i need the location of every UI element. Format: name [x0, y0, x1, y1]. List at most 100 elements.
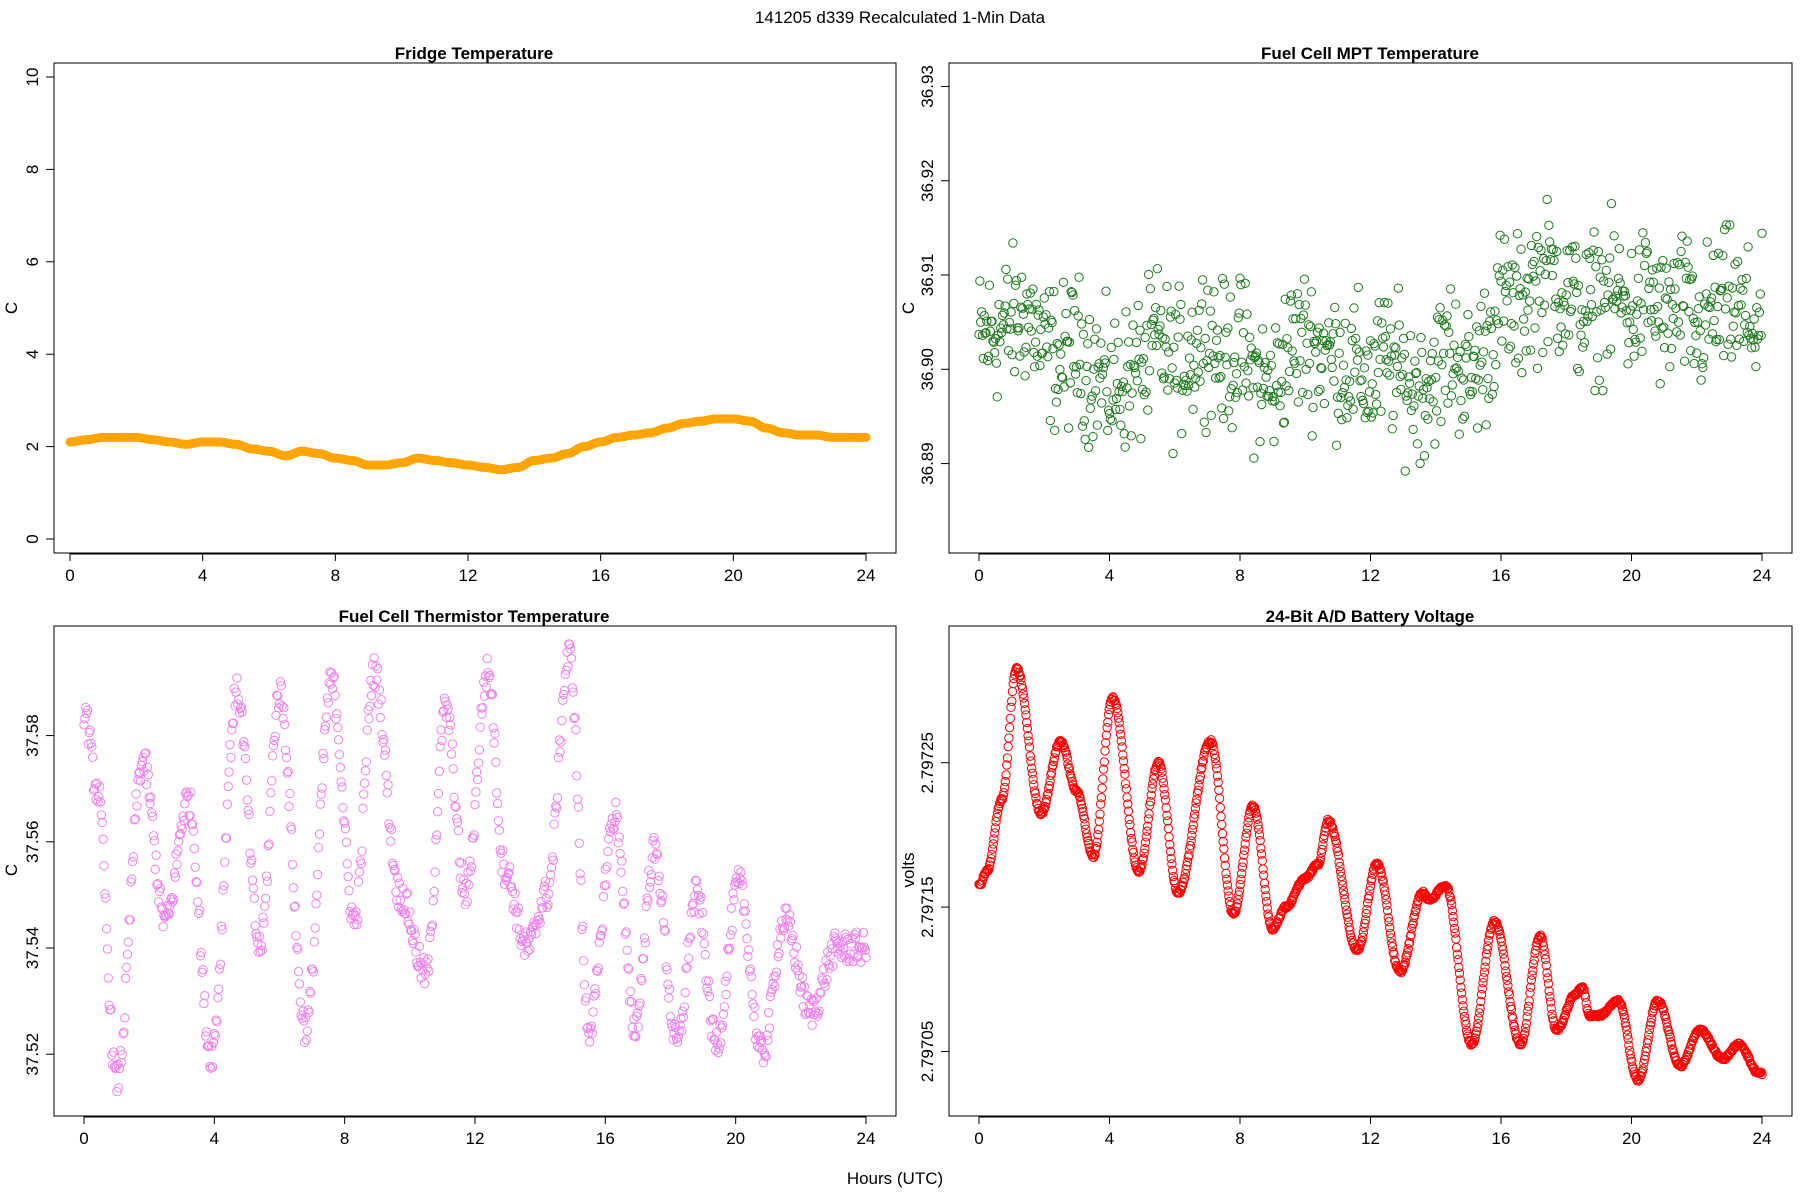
data-point [757, 1035, 767, 1046]
data-point [783, 915, 793, 925]
data-point [317, 783, 327, 793]
data-point [1318, 840, 1328, 850]
data-point [617, 856, 627, 866]
data-point [1116, 420, 1126, 430]
data-point [1593, 246, 1604, 257]
data-point [1144, 366, 1155, 376]
data-point [284, 801, 294, 812]
data-point [1014, 670, 1025, 681]
data-point [1325, 817, 1336, 827]
data-point [1647, 265, 1658, 275]
data-point [575, 869, 585, 879]
data-point [655, 888, 665, 899]
data-point [260, 893, 271, 903]
data-point [1751, 361, 1761, 372]
data-point [1022, 723, 1033, 734]
data-point [1578, 983, 1589, 994]
data-point [1500, 960, 1510, 971]
data-point [1675, 330, 1685, 340]
data-point [1742, 327, 1752, 338]
data-point [1013, 664, 1023, 674]
data-point [1112, 703, 1122, 714]
data-point [703, 986, 713, 997]
data-point [1473, 375, 1484, 385]
data-point [1623, 1034, 1633, 1044]
data-point [1084, 314, 1095, 325]
data-point [287, 859, 298, 870]
data-point [215, 959, 226, 970]
data-point [1498, 949, 1509, 959]
data-point [1521, 346, 1531, 356]
data-point [1333, 408, 1344, 419]
data-point [1673, 317, 1684, 327]
data-point [1619, 286, 1630, 296]
x-tick-label: 12 [1361, 1129, 1380, 1148]
data-point [213, 984, 224, 994]
data-point [568, 687, 578, 697]
data-point [1002, 324, 1012, 334]
data-point [1708, 250, 1718, 261]
data-point [1042, 342, 1052, 352]
data-point [1248, 383, 1258, 393]
data-point [1242, 823, 1253, 833]
data-point [684, 933, 695, 944]
data-point [1683, 262, 1693, 272]
data-point [1066, 773, 1077, 783]
data-point [1384, 356, 1394, 366]
data-point [339, 818, 350, 828]
data-point [737, 875, 747, 886]
data-point [206, 1063, 216, 1073]
data-point [851, 927, 862, 937]
data-point [1344, 376, 1355, 387]
data-point [1085, 403, 1096, 414]
data-point [316, 789, 326, 799]
data-point [1431, 372, 1441, 383]
data-point [503, 869, 513, 879]
data-point [844, 956, 855, 966]
data-point [1529, 256, 1539, 267]
data-point [615, 848, 625, 859]
data-point [319, 753, 329, 764]
data-point [1106, 342, 1116, 353]
data-point [704, 991, 715, 1002]
data-point [1652, 301, 1663, 312]
data-point [597, 926, 607, 936]
data-point [1627, 1056, 1637, 1067]
data-point [1602, 349, 1612, 359]
data-point [1110, 404, 1121, 415]
data-point [610, 817, 620, 827]
data-point [582, 1023, 592, 1034]
data-point [428, 896, 438, 906]
data-point [663, 979, 673, 990]
data-point [1481, 420, 1491, 430]
data-point [1133, 300, 1143, 311]
data-point [614, 832, 624, 842]
data-point [1166, 853, 1176, 864]
data-point [1007, 696, 1017, 706]
y-tick-label: 2.79715 [918, 876, 937, 937]
data-point [1523, 1001, 1534, 1012]
data-point [1026, 326, 1036, 336]
data-point [269, 735, 279, 746]
data-point [1224, 891, 1234, 901]
data-point [608, 824, 618, 834]
data-point [1122, 383, 1132, 393]
data-point [992, 812, 1002, 823]
data-point [1669, 258, 1679, 269]
data-point [1297, 387, 1308, 398]
data-point [1342, 413, 1352, 423]
data-point [584, 1037, 595, 1047]
data-point [1538, 941, 1549, 951]
data-point [791, 942, 802, 952]
data-point [420, 969, 431, 979]
data-point [1640, 1051, 1650, 1061]
data-point [1264, 912, 1274, 922]
data-point [446, 749, 457, 759]
data-point [1706, 293, 1717, 303]
data-point [330, 690, 340, 701]
data-point [1285, 296, 1296, 306]
x-tick-label: 24 [1753, 566, 1772, 585]
data-point [974, 329, 984, 340]
x-tick-label: 4 [210, 1129, 219, 1148]
